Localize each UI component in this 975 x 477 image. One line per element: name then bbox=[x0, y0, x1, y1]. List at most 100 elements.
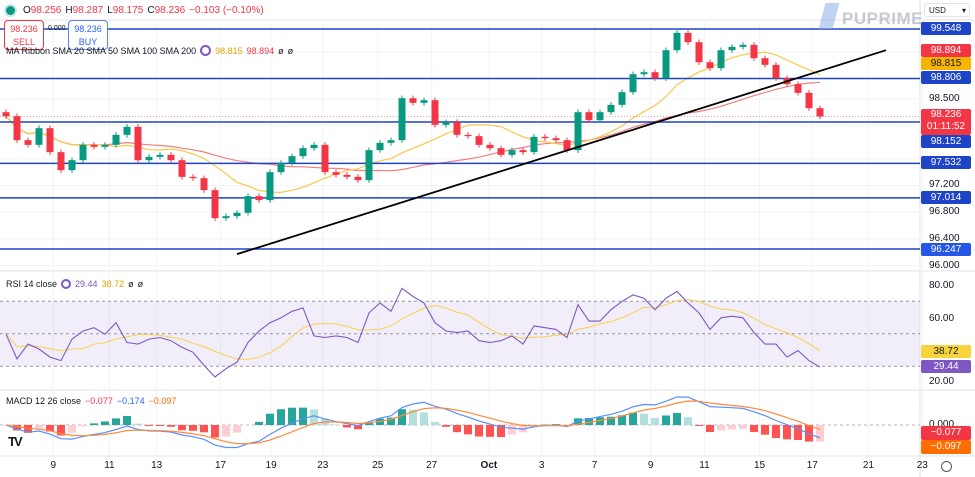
sell-price: 98.236 bbox=[10, 24, 38, 34]
high-label: H bbox=[65, 5, 73, 16]
macd-legend[interactable]: MACD 12 26 close −0.077 −0.174 −0.097 bbox=[6, 396, 176, 406]
macd-histogram-bar bbox=[365, 422, 373, 425]
macd-histogram-bar bbox=[211, 425, 219, 438]
settings-icon[interactable] bbox=[941, 461, 952, 472]
close-label: C bbox=[147, 5, 155, 16]
macd-histogram-bar bbox=[35, 425, 43, 429]
macd-histogram-bar bbox=[13, 425, 21, 431]
macd-histogram-bar bbox=[431, 422, 439, 425]
last-price: 98.236 bbox=[930, 109, 962, 120]
candle bbox=[365, 150, 373, 181]
candle bbox=[717, 50, 725, 69]
candle bbox=[57, 152, 65, 171]
high-value: 98.287 bbox=[72, 5, 104, 16]
candle bbox=[519, 150, 527, 153]
candle bbox=[552, 138, 560, 141]
candle bbox=[409, 98, 417, 103]
currency-select[interactable]: USD ▾ bbox=[924, 3, 970, 17]
candle bbox=[420, 100, 428, 103]
macd-histogram-bar bbox=[420, 412, 428, 425]
ma-ribbon-title: MA Ribbon SMA 20 SMA 50 SMA 100 SMA 200 bbox=[6, 45, 197, 56]
candle bbox=[662, 50, 670, 79]
candle bbox=[2, 112, 10, 117]
macd-histogram-bar bbox=[739, 425, 747, 429]
ma-ribbon-legend[interactable]: MA Ribbon SMA 20 SMA 50 SMA 100 SMA 200 … bbox=[6, 45, 293, 56]
chevron-down-icon: ▾ bbox=[961, 6, 966, 15]
macd-histogram-bar bbox=[618, 415, 626, 425]
price-tick: 96.000 bbox=[929, 260, 960, 271]
time-tick-label: 3 bbox=[538, 460, 545, 471]
level-label-2: 98.806 bbox=[921, 71, 971, 84]
time-tick-label: 11 bbox=[104, 460, 115, 471]
sell-label: SELL bbox=[12, 37, 36, 47]
time-tick-label: 27 bbox=[426, 460, 438, 471]
macd-histogram-bar bbox=[387, 417, 395, 425]
price-tick: 98.500 bbox=[929, 93, 960, 104]
macd-histogram-bar bbox=[728, 425, 736, 430]
candle bbox=[805, 92, 813, 109]
candle bbox=[211, 190, 219, 219]
currency-value: USD bbox=[929, 6, 946, 15]
candle bbox=[651, 72, 659, 79]
macd-histogram-bar bbox=[101, 421, 109, 425]
macd-histogram-bar bbox=[497, 425, 505, 437]
time-tick-label: 19 bbox=[265, 460, 277, 471]
candle bbox=[684, 32, 692, 43]
buy-button[interactable]: 98.236 BUY bbox=[68, 20, 108, 50]
macd-histogram-bar bbox=[167, 425, 175, 427]
macd-histogram-bar bbox=[409, 409, 417, 425]
candle bbox=[255, 196, 263, 201]
candle bbox=[497, 148, 505, 155]
macd-histogram-bar bbox=[717, 425, 725, 431]
candle bbox=[24, 140, 32, 145]
sell-button[interactable]: 98.236 SELL bbox=[4, 20, 44, 50]
time-tick-label: 25 bbox=[372, 460, 384, 471]
rsi-label: 29.44 bbox=[921, 360, 971, 373]
candle bbox=[728, 46, 736, 51]
rsi-ma-value: 38.72 bbox=[101, 279, 125, 289]
candle bbox=[541, 136, 549, 139]
time-tick-label: 23 bbox=[317, 460, 329, 471]
candle bbox=[134, 126, 142, 161]
time-tick-label: 17 bbox=[214, 460, 227, 471]
candle bbox=[629, 74, 637, 93]
candle bbox=[475, 136, 483, 145]
logo-mark-icon bbox=[818, 3, 840, 29]
candle bbox=[585, 112, 593, 121]
macd-histogram-bar bbox=[57, 425, 65, 436]
candle bbox=[299, 148, 307, 157]
candle bbox=[772, 64, 780, 79]
level-label-3: 98.152 bbox=[921, 135, 971, 148]
rsi-tick: 20.00 bbox=[929, 376, 955, 387]
candle bbox=[68, 160, 76, 171]
candle bbox=[178, 160, 186, 177]
rsi-v3: ø bbox=[128, 279, 134, 289]
market-status-icon bbox=[6, 6, 15, 15]
macd-histogram-bar bbox=[596, 417, 604, 425]
candle bbox=[277, 162, 285, 173]
macd-histogram-bar bbox=[684, 417, 692, 425]
level-label-4: 97.532 bbox=[921, 156, 971, 169]
candle bbox=[398, 98, 406, 141]
macd-histogram-bar bbox=[310, 409, 318, 425]
price-tick: 96.800 bbox=[929, 206, 960, 217]
ma-value-4: ø bbox=[287, 45, 294, 56]
rsi-tick: 80.00 bbox=[929, 280, 955, 291]
open-value: 98.256 bbox=[30, 5, 62, 16]
macd-histogram-bar bbox=[156, 425, 164, 427]
rsi-settings-icon bbox=[61, 279, 72, 289]
candle bbox=[618, 92, 626, 105]
macd-histogram-bar bbox=[486, 425, 494, 437]
spread-value: 0.000 bbox=[48, 25, 66, 32]
macd-histogram-bar bbox=[662, 415, 670, 425]
macd-histogram-bar bbox=[288, 407, 296, 425]
macd-histogram-bar bbox=[68, 425, 76, 433]
candle bbox=[376, 142, 384, 151]
time-tick-label: 9 bbox=[647, 460, 654, 471]
candle bbox=[233, 212, 241, 217]
candle bbox=[101, 144, 109, 147]
rsi-tick: 60.00 bbox=[929, 313, 955, 324]
tradingview-logo[interactable]: TV bbox=[8, 434, 23, 449]
